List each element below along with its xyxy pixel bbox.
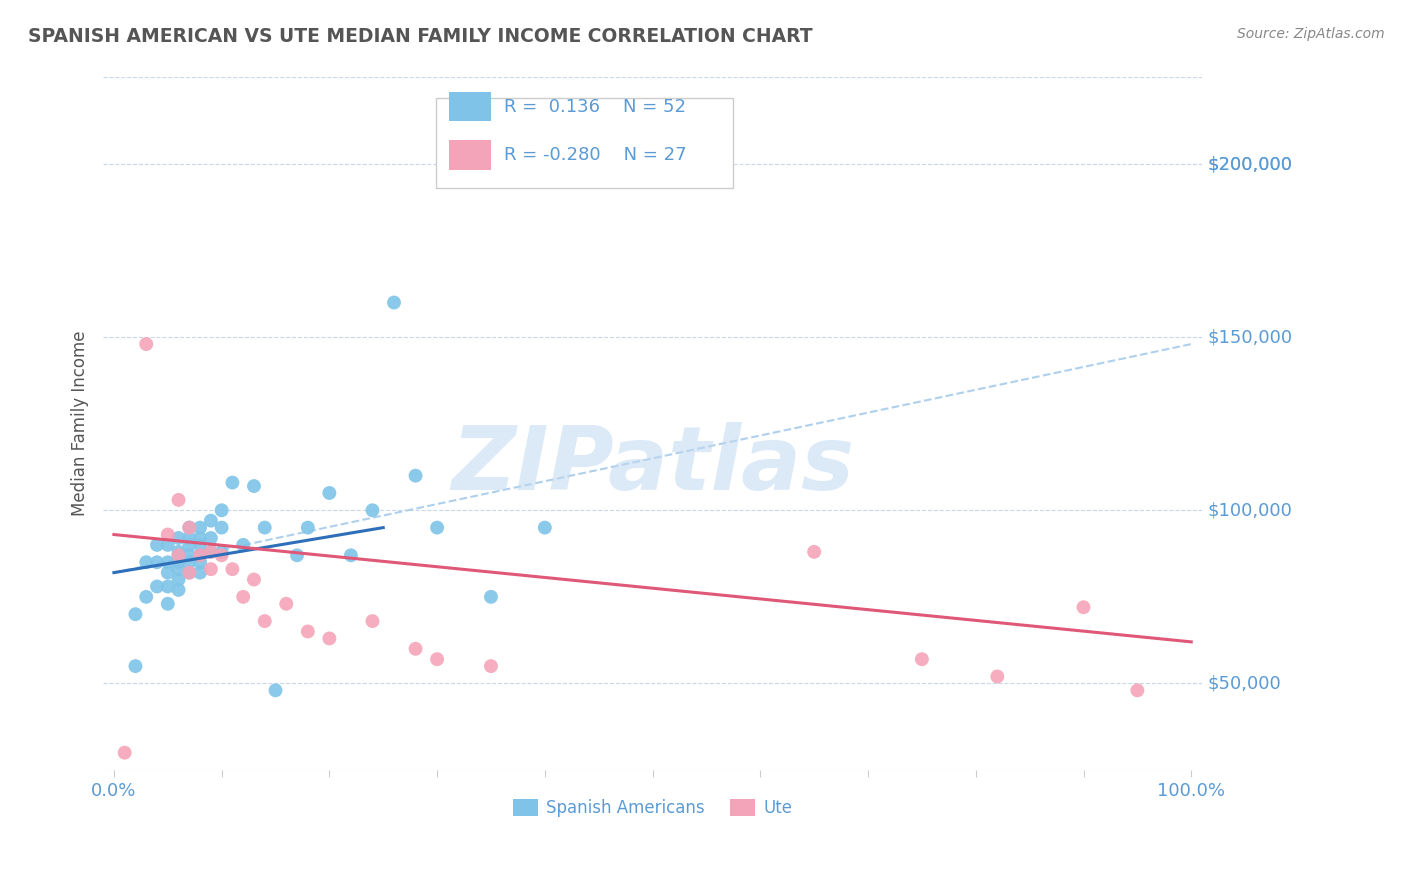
Point — [534, 520, 557, 534]
Point — [156, 555, 179, 569]
Text: R = -0.280    N = 27: R = -0.280 N = 27 — [505, 146, 688, 164]
Point — [361, 614, 384, 628]
Point — [179, 566, 201, 580]
Point — [167, 492, 190, 507]
Text: $200,000: $200,000 — [1208, 155, 1292, 173]
Point — [426, 520, 449, 534]
Point — [479, 590, 502, 604]
Point — [221, 475, 243, 490]
Y-axis label: Median Family Income: Median Family Income — [72, 331, 89, 516]
Point — [232, 538, 254, 552]
Bar — [450, 140, 491, 169]
Point — [167, 573, 190, 587]
Point — [124, 659, 146, 673]
Point — [179, 520, 201, 534]
Point — [1073, 600, 1095, 615]
Text: Source: ZipAtlas.com: Source: ZipAtlas.com — [1237, 27, 1385, 41]
Text: ZIPatlas: ZIPatlas — [451, 422, 853, 508]
Point — [167, 582, 190, 597]
Point — [253, 520, 276, 534]
Point — [188, 566, 211, 580]
Point — [285, 549, 308, 563]
Point — [167, 555, 190, 569]
Point — [179, 520, 201, 534]
Point — [156, 527, 179, 541]
Point — [146, 555, 169, 569]
Point — [179, 555, 201, 569]
Point — [188, 555, 211, 569]
Point — [221, 562, 243, 576]
Text: $50,000: $50,000 — [1208, 674, 1281, 692]
Point — [179, 549, 201, 563]
Point — [188, 549, 211, 563]
Point — [135, 555, 157, 569]
Point — [318, 486, 340, 500]
Bar — [450, 92, 491, 121]
Point — [156, 579, 179, 593]
Point — [135, 590, 157, 604]
Point — [188, 531, 211, 545]
Point — [167, 562, 190, 576]
Point — [803, 545, 825, 559]
Point — [211, 503, 233, 517]
Point — [253, 614, 276, 628]
Point — [200, 545, 222, 559]
Point — [135, 337, 157, 351]
Point — [211, 549, 233, 563]
Text: SPANISH AMERICAN VS UTE MEDIAN FAMILY INCOME CORRELATION CHART: SPANISH AMERICAN VS UTE MEDIAN FAMILY IN… — [28, 27, 813, 45]
Text: R =  0.136    N = 52: R = 0.136 N = 52 — [505, 97, 686, 116]
Point — [405, 468, 427, 483]
Point — [124, 607, 146, 622]
Point — [361, 503, 384, 517]
Point — [179, 538, 201, 552]
Point — [188, 538, 211, 552]
Point — [188, 549, 211, 563]
FancyBboxPatch shape — [436, 98, 733, 188]
Point — [200, 562, 222, 576]
Point — [167, 549, 190, 563]
Point — [264, 683, 287, 698]
Point — [211, 545, 233, 559]
Point — [911, 652, 934, 666]
Point — [167, 549, 190, 563]
Point — [297, 624, 319, 639]
Point — [146, 579, 169, 593]
Point — [340, 549, 363, 563]
Point — [179, 531, 201, 545]
Point — [243, 479, 266, 493]
Point — [156, 566, 179, 580]
Point — [200, 531, 222, 545]
Point — [405, 641, 427, 656]
Point — [297, 520, 319, 534]
Point — [318, 632, 340, 646]
Point — [211, 520, 233, 534]
Point — [188, 520, 211, 534]
Point — [156, 597, 179, 611]
Point — [986, 669, 1008, 683]
Text: $200,000: $200,000 — [1208, 155, 1292, 173]
Point — [200, 545, 222, 559]
Legend: Spanish Americans, Ute: Spanish Americans, Ute — [506, 792, 799, 824]
Point — [156, 538, 179, 552]
Point — [167, 531, 190, 545]
Point — [243, 573, 266, 587]
Point — [1126, 683, 1149, 698]
Point — [179, 566, 201, 580]
Point — [146, 538, 169, 552]
Point — [276, 597, 298, 611]
Text: $100,000: $100,000 — [1208, 501, 1292, 519]
Text: $150,000: $150,000 — [1208, 328, 1292, 346]
Point — [479, 659, 502, 673]
Point — [382, 295, 405, 310]
Point — [200, 514, 222, 528]
Point — [232, 590, 254, 604]
Point — [426, 652, 449, 666]
Point — [114, 746, 136, 760]
Point — [167, 545, 190, 559]
